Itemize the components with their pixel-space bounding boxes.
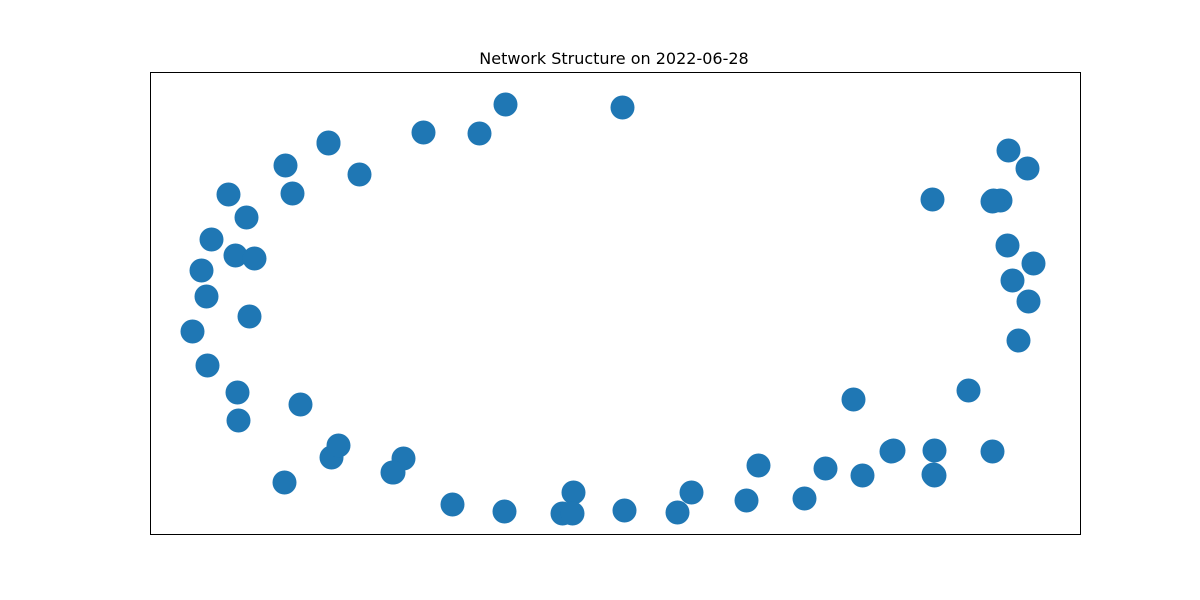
network-node [922, 438, 947, 463]
node-layer [180, 92, 1046, 526]
network-node [612, 498, 637, 523]
network-node [381, 460, 406, 485]
plot-frame [150, 72, 1081, 535]
network-node [1000, 268, 1025, 293]
network-node [226, 408, 251, 433]
network-node [1006, 328, 1031, 353]
network-node [996, 138, 1021, 163]
network-node [195, 353, 220, 378]
network-node [560, 501, 585, 526]
network-node [467, 121, 492, 146]
network-node [841, 387, 866, 412]
network-node [223, 243, 248, 268]
network-node [242, 246, 267, 271]
chart-title: Network Structure on 2022-06-28 [479, 49, 748, 68]
network-node [411, 120, 436, 145]
network-node [850, 463, 875, 488]
network-node [272, 470, 297, 495]
network-node [273, 153, 298, 178]
network-node [234, 205, 259, 230]
network-node [679, 480, 704, 505]
network-node [316, 130, 341, 155]
network-node [746, 453, 771, 478]
network-node [347, 162, 372, 187]
network-node [288, 392, 313, 417]
network-node [792, 486, 817, 511]
network-node [225, 380, 250, 405]
network-node [813, 456, 838, 481]
network-node [561, 480, 586, 505]
network-node [956, 378, 981, 403]
network-node [492, 499, 517, 524]
network-node [180, 319, 205, 344]
network-node [194, 284, 219, 309]
network-node [879, 439, 904, 464]
network-node [734, 488, 759, 513]
network-node [216, 182, 241, 207]
network-node [189, 258, 214, 283]
network-node [1015, 156, 1040, 181]
network-node [665, 500, 690, 525]
network-node [326, 433, 351, 458]
network-node [280, 181, 305, 206]
network-node [440, 492, 465, 517]
network-node [980, 439, 1005, 464]
network-node [237, 304, 262, 329]
network-node [995, 233, 1020, 258]
network-node [1021, 251, 1046, 276]
network-node [1016, 289, 1041, 314]
network-node [920, 187, 945, 212]
network-node [199, 227, 224, 252]
network-node [980, 189, 1005, 214]
network-node [610, 95, 635, 120]
network-node [493, 92, 518, 117]
network-node [921, 462, 946, 487]
